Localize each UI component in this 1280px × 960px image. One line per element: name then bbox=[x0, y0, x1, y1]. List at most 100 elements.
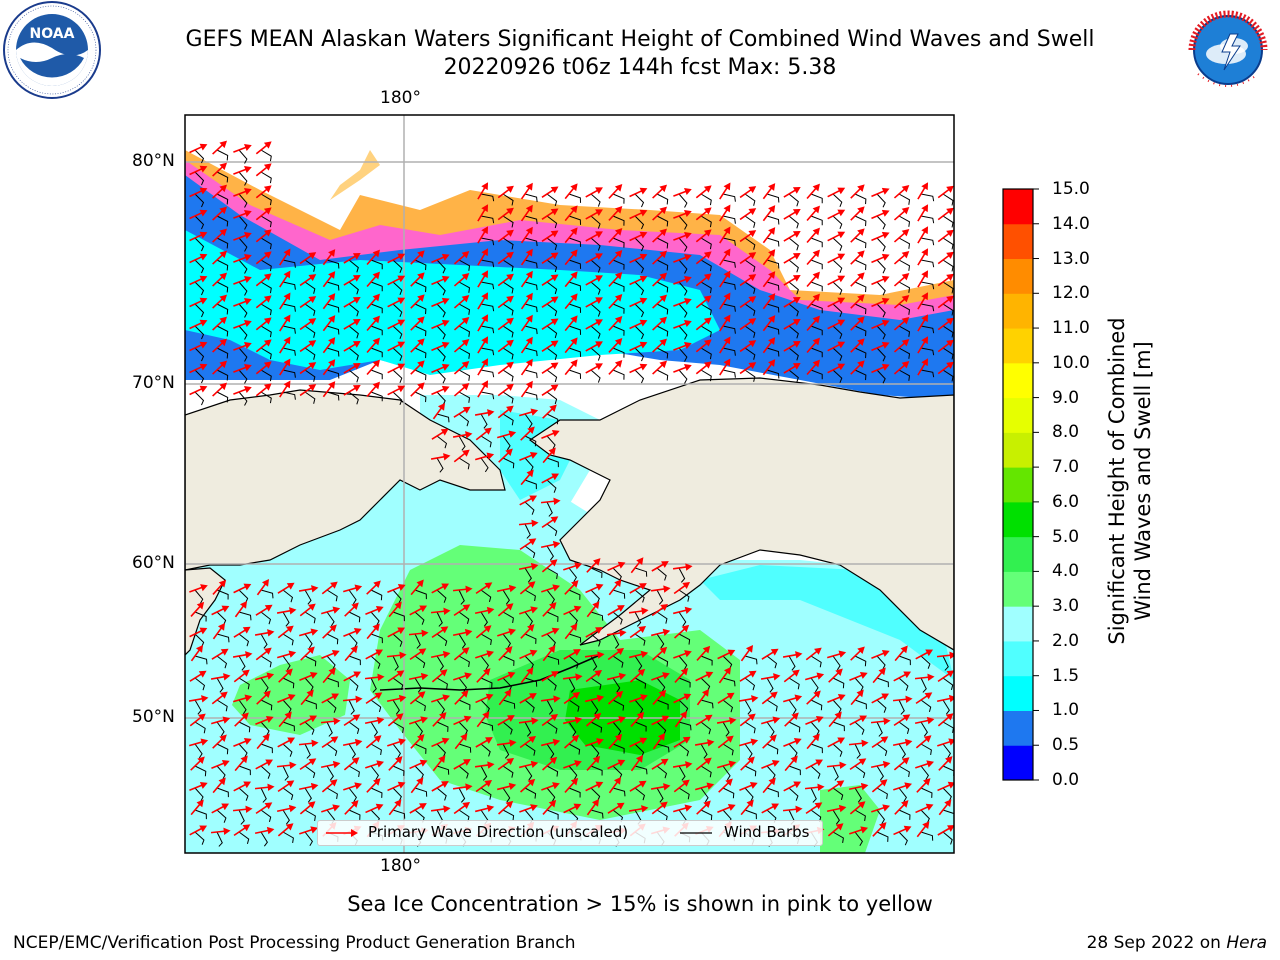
wave-arrow-head bbox=[333, 717, 341, 726]
wave-arrow-head bbox=[812, 205, 820, 214]
wave-arrow-head bbox=[751, 695, 759, 703]
map-panel bbox=[185, 115, 954, 853]
wind-barb bbox=[700, 655, 713, 666]
colorbar-segment bbox=[1003, 501, 1033, 538]
wave-arrow-head bbox=[219, 162, 227, 171]
wind-barb bbox=[854, 325, 867, 337]
wave-arrow-head bbox=[443, 453, 451, 461]
wave-arrow-head bbox=[527, 778, 536, 787]
wave-arrow-head bbox=[352, 296, 361, 304]
wind-barb bbox=[524, 655, 534, 670]
wave-arrow-head bbox=[244, 276, 252, 284]
wind-barb bbox=[392, 743, 401, 759]
wind-barb bbox=[282, 347, 296, 356]
wave-arrow-head bbox=[593, 712, 602, 721]
wave-arrow-head bbox=[240, 755, 248, 764]
wind-barb bbox=[546, 501, 553, 517]
wave-arrow-head bbox=[685, 563, 693, 571]
wave-arrow-head bbox=[658, 689, 667, 698]
wave-arrow-head bbox=[768, 271, 776, 279]
wave-arrow-head bbox=[639, 275, 648, 283]
wave-arrow-head bbox=[591, 798, 600, 807]
wind-barb bbox=[810, 369, 823, 380]
wind-barb bbox=[744, 743, 753, 759]
wave-arrow-head bbox=[217, 622, 226, 631]
wave-arrow-head bbox=[439, 712, 447, 720]
wave-arrow-head bbox=[332, 760, 341, 769]
wave-arrow-head bbox=[265, 715, 274, 723]
wind-barb bbox=[524, 523, 531, 539]
wind-barb bbox=[326, 259, 340, 269]
wave-arrow-head bbox=[946, 185, 954, 193]
wave-arrow-head bbox=[684, 210, 692, 218]
wave-arrow-head bbox=[921, 314, 929, 323]
wind-barb bbox=[348, 765, 360, 778]
wave-arrow-head bbox=[328, 667, 336, 676]
wave-arrow-head bbox=[728, 760, 737, 768]
wind-barb bbox=[238, 787, 249, 801]
wind-barb bbox=[612, 347, 625, 358]
wave-arrow-head bbox=[244, 320, 252, 328]
wind-barb bbox=[524, 237, 538, 247]
wind-barb bbox=[546, 743, 555, 759]
wind-barb bbox=[744, 237, 756, 250]
wave-arrow-head bbox=[244, 364, 252, 372]
wave-arrow-head bbox=[376, 716, 385, 725]
wave-arrow-head bbox=[662, 672, 670, 680]
wind-barb bbox=[656, 567, 667, 581]
wave-arrow-head bbox=[812, 227, 820, 236]
wind-barb bbox=[326, 303, 340, 313]
wave-arrow-head bbox=[723, 226, 731, 235]
wind-barb bbox=[370, 369, 383, 380]
wind-barb bbox=[524, 259, 538, 269]
wind-barb bbox=[678, 193, 688, 208]
wave-arrow-head bbox=[481, 380, 489, 389]
wave-arrow-head bbox=[815, 759, 824, 767]
wave-arrow-head bbox=[419, 759, 428, 767]
wind-barb bbox=[238, 611, 252, 621]
wave-arrow-head bbox=[701, 688, 710, 697]
wave-arrow-head bbox=[199, 187, 208, 195]
wave-arrow-head bbox=[639, 209, 648, 217]
wave-arrow-head bbox=[332, 804, 341, 812]
wave-arrow-head bbox=[879, 779, 888, 787]
wind-barb bbox=[854, 303, 867, 315]
wind-barb bbox=[370, 633, 383, 644]
wave-arrow-head bbox=[793, 737, 802, 745]
wave-arrow-head bbox=[219, 294, 227, 303]
wave-arrow-head bbox=[244, 188, 252, 196]
wave-arrow-head bbox=[705, 671, 714, 679]
wind-barb bbox=[744, 259, 756, 272]
wind-barb bbox=[678, 369, 688, 384]
wave-arrow-head bbox=[289, 761, 297, 770]
wind-barb bbox=[326, 325, 340, 335]
wave-arrow-head bbox=[309, 671, 318, 679]
wave-arrow-head bbox=[616, 802, 625, 810]
wave-arrow-head bbox=[484, 779, 493, 788]
lon-label-top: 180° bbox=[380, 88, 421, 108]
wave-arrow-head bbox=[552, 540, 561, 549]
wave-arrow-head bbox=[283, 380, 291, 389]
wind-barb bbox=[656, 325, 669, 337]
wind-barb bbox=[898, 699, 905, 715]
wind-barb bbox=[766, 787, 779, 798]
wave-arrow-head bbox=[442, 650, 451, 659]
wind-barb bbox=[216, 655, 228, 669]
wind-barb bbox=[898, 787, 907, 803]
wind-barb bbox=[942, 743, 951, 759]
wind-barb bbox=[546, 589, 555, 605]
wind-barb bbox=[678, 743, 690, 757]
wind-barb bbox=[216, 369, 229, 381]
wind-barb bbox=[260, 347, 272, 360]
wave-arrow-head bbox=[550, 340, 559, 348]
wind-barb bbox=[392, 633, 403, 647]
wind-barb bbox=[282, 303, 296, 312]
wave-arrow-head bbox=[812, 271, 820, 280]
wave-arrow-head bbox=[199, 319, 208, 327]
wave-arrow-head bbox=[285, 668, 293, 676]
wave-arrow-head bbox=[461, 383, 470, 391]
wave-arrow-head bbox=[261, 578, 270, 587]
wind-barb bbox=[898, 303, 911, 315]
wind-barb bbox=[502, 611, 514, 624]
wave-arrow-head bbox=[595, 209, 603, 216]
